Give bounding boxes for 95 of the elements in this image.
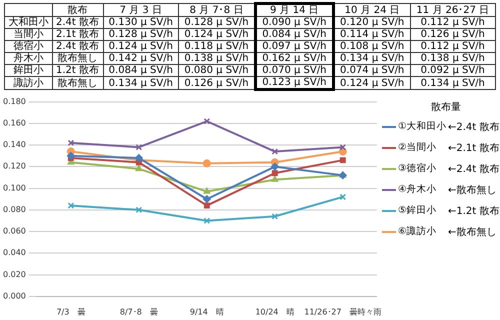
category-label: 散布 — [52, 4, 103, 16]
point — [272, 148, 278, 155]
category-label: 諏訪小 — [13, 78, 44, 88]
y-tick-label: 0.000 — [2, 291, 26, 300]
text: ←散布無し — [448, 184, 496, 196]
text: 0.084 μ SV/h — [108, 65, 173, 76]
text: ←2.4t 散布 — [448, 162, 500, 176]
text: 0.138 μ SV/h — [184, 53, 249, 64]
text: 0.124 μ SV/h — [108, 41, 173, 52]
y-tick-label: 0.060 — [2, 226, 26, 236]
point — [340, 144, 346, 150]
category-label: 鉾田小 — [13, 65, 44, 76]
text: ←2.1t 散布 — [448, 142, 500, 154]
category-label: 当間小 — [13, 29, 44, 40]
category-label: 徳宿小 — [13, 41, 44, 52]
point — [272, 170, 278, 176]
text: 0.112 μ SV/h — [420, 17, 485, 28]
text: 0.108 μ SV/h — [340, 41, 404, 52]
point — [204, 218, 210, 224]
point — [66, 152, 75, 160]
category-label: 10 月 24 日 — [333, 4, 410, 16]
text: 0.124 μ SV/h — [340, 78, 404, 88]
legend-label: ④舟木小 — [398, 183, 438, 196]
text: 0.126 μ SV/h — [420, 29, 485, 40]
text: 2.4t 散布 — [56, 17, 99, 28]
text: 0.134 μ SV/h — [420, 78, 485, 88]
x-tick-label: 10/24 晴 — [255, 307, 294, 316]
point — [135, 164, 142, 172]
point — [340, 194, 346, 200]
text: 0.128 μ SV/h — [184, 17, 249, 28]
text: 散布無し — [58, 53, 98, 64]
point — [204, 202, 210, 209]
text: 0.134 μ SV/h — [340, 53, 404, 64]
text: 0.084 μ SV/h — [262, 29, 326, 40]
category-label: 11 月 26･27 日 — [410, 4, 496, 16]
text: 0.090 μ SV/h — [262, 17, 326, 28]
y-tick-label: 0.120 — [2, 162, 26, 171]
text: 0.138 μ SV/h — [420, 53, 485, 64]
text: 0.118 μ SV/h — [184, 41, 249, 52]
y-tick-label: 0.180 — [2, 96, 26, 106]
y-tick-label: 0.100 — [2, 183, 26, 192]
category-label: 7 月 3 日 — [103, 4, 179, 16]
point — [271, 176, 278, 182]
point — [270, 162, 279, 171]
legend-label: ⑤鉾田小 — [398, 204, 438, 217]
text: 0.134 μ SV/h — [108, 78, 173, 88]
legend-label: ⑥諏訪小 — [398, 225, 438, 238]
text: 0.070 μ SV/h — [262, 65, 326, 76]
text: 散布無し — [58, 78, 98, 88]
point — [204, 118, 210, 124]
text: 0.130 μ SV/h — [108, 17, 173, 28]
text: 0.123 μ SV/h — [262, 77, 326, 88]
y-tick-label: 0.160 — [2, 118, 26, 128]
text: 0.128 μ SV/h — [108, 29, 173, 40]
category-label: 舟木小 — [13, 53, 44, 64]
point — [203, 188, 210, 194]
point — [272, 213, 278, 220]
point — [136, 144, 142, 150]
text: 0.126 μ SV/h — [184, 78, 249, 88]
text: 0.080 μ SV/h — [184, 65, 249, 76]
point — [202, 195, 211, 204]
text: 1.2t 散布 — [56, 65, 99, 76]
y-tick-label: 0.040 — [2, 248, 26, 258]
point — [68, 202, 74, 209]
point — [340, 157, 346, 164]
x-tick-label: 11/26･27 曇時々雨 — [304, 307, 382, 316]
text: 0.162 μ SV/h — [262, 53, 326, 64]
text: 0.074 μ SV/h — [340, 65, 404, 76]
text: 0.120 μ SV/h — [340, 17, 404, 28]
text: 2.4t 散布 — [56, 41, 99, 52]
y-tick-label: 0.140 — [2, 140, 26, 150]
category-label: 9 月 14 日 — [255, 4, 334, 16]
text: 0.142 μ SV/h — [108, 53, 173, 64]
y-tick-label: 0.020 — [2, 270, 26, 279]
point — [136, 206, 142, 214]
text: 0.097 μ SV/h — [262, 41, 326, 52]
x-tick-label: 9/14 晴 — [190, 307, 224, 316]
x-tick-label: 8/7･8 曇 — [120, 307, 158, 316]
category-label: 大和田小 — [8, 17, 48, 28]
text: 0.112 μ SV/h — [420, 41, 485, 52]
text: 0.124 μ SV/h — [184, 29, 249, 40]
text: ←2.4t 散布 — [448, 120, 500, 134]
text: ←1.2t 散布 — [448, 204, 500, 218]
legend-label: ②当間小 — [398, 141, 438, 154]
x-tick-label: 7/3 曇 — [56, 307, 86, 316]
legend-title: 散布量 — [430, 101, 462, 114]
category-label: 8 月 7･8 日 — [178, 4, 256, 16]
legend-label: ③徳宿小 — [398, 162, 438, 175]
text: ←散布無し — [448, 226, 496, 238]
text: 2.1t 散布 — [56, 29, 99, 40]
point — [202, 159, 211, 168]
text: 0.092 μ SV/h — [420, 65, 485, 76]
y-tick-label: 0.080 — [2, 204, 26, 214]
text: 0.114 μ SV/h — [340, 29, 404, 40]
legend-label: ①大和田小 — [398, 120, 448, 133]
